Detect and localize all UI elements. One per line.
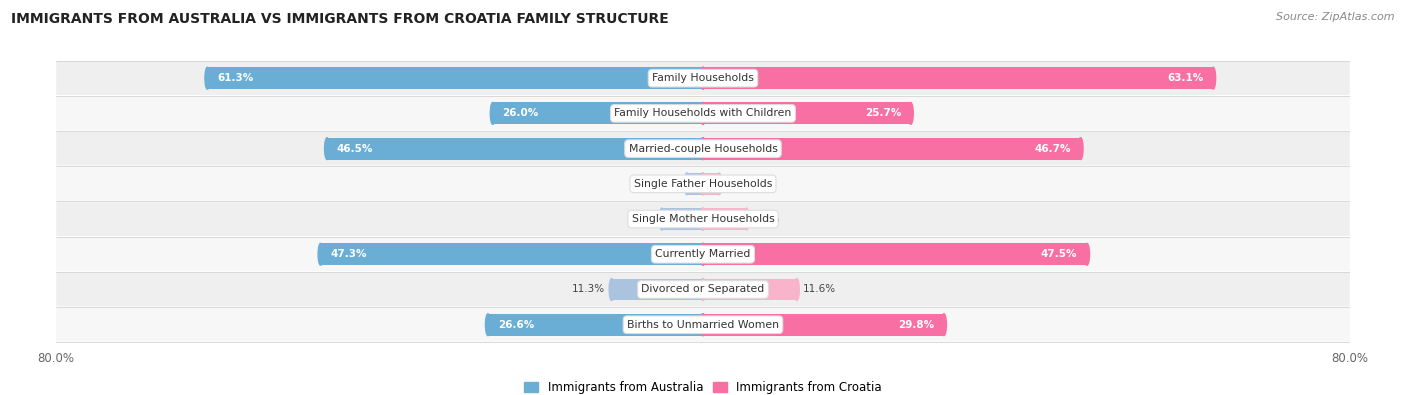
Text: Currently Married: Currently Married: [655, 249, 751, 259]
Circle shape: [942, 314, 946, 336]
Circle shape: [1078, 138, 1083, 160]
Text: Births to Unmarried Women: Births to Unmarried Women: [627, 320, 779, 330]
Circle shape: [700, 278, 706, 301]
Circle shape: [700, 314, 706, 336]
FancyBboxPatch shape: [56, 237, 1350, 271]
Bar: [321, 243, 703, 265]
Circle shape: [717, 173, 721, 195]
Bar: [703, 314, 943, 336]
Text: 26.0%: 26.0%: [502, 108, 538, 118]
Circle shape: [700, 67, 706, 89]
Bar: [703, 102, 911, 124]
Bar: [703, 208, 747, 230]
Bar: [688, 173, 703, 195]
Text: 63.1%: 63.1%: [1167, 73, 1204, 83]
Text: 25.7%: 25.7%: [865, 108, 901, 118]
FancyBboxPatch shape: [56, 132, 1350, 166]
Bar: [488, 314, 703, 336]
Bar: [703, 138, 1081, 160]
Circle shape: [700, 314, 706, 336]
Text: Divorced or Separated: Divorced or Separated: [641, 284, 765, 295]
Circle shape: [700, 67, 706, 89]
FancyBboxPatch shape: [56, 273, 1350, 307]
Text: Family Households: Family Households: [652, 73, 754, 83]
Text: 47.5%: 47.5%: [1040, 249, 1077, 259]
Circle shape: [491, 102, 495, 124]
FancyBboxPatch shape: [56, 61, 1350, 95]
Text: Source: ZipAtlas.com: Source: ZipAtlas.com: [1277, 12, 1395, 22]
Circle shape: [318, 243, 323, 265]
Text: 26.6%: 26.6%: [498, 320, 534, 330]
Circle shape: [700, 173, 706, 195]
Circle shape: [908, 102, 914, 124]
Bar: [703, 243, 1087, 265]
Text: 46.7%: 46.7%: [1035, 144, 1071, 154]
Text: 61.3%: 61.3%: [217, 73, 253, 83]
Circle shape: [325, 138, 329, 160]
Circle shape: [700, 102, 706, 124]
FancyBboxPatch shape: [56, 167, 1350, 201]
Text: Married-couple Households: Married-couple Households: [628, 144, 778, 154]
Bar: [612, 278, 703, 301]
Text: IMMIGRANTS FROM AUSTRALIA VS IMMIGRANTS FROM CROATIA FAMILY STRUCTURE: IMMIGRANTS FROM AUSTRALIA VS IMMIGRANTS …: [11, 12, 669, 26]
Circle shape: [794, 278, 799, 301]
Circle shape: [744, 208, 749, 230]
Circle shape: [485, 314, 491, 336]
Text: 47.3%: 47.3%: [330, 249, 367, 259]
Text: 11.6%: 11.6%: [803, 284, 837, 295]
Circle shape: [700, 243, 706, 265]
Bar: [703, 278, 797, 301]
Bar: [494, 102, 703, 124]
FancyBboxPatch shape: [56, 308, 1350, 342]
Circle shape: [700, 208, 706, 230]
Text: 2.0%: 2.0%: [725, 179, 752, 189]
Bar: [208, 67, 703, 89]
Text: Family Households with Children: Family Households with Children: [614, 108, 792, 118]
Circle shape: [700, 243, 706, 265]
Circle shape: [1084, 243, 1090, 265]
Circle shape: [659, 208, 664, 230]
Bar: [703, 173, 720, 195]
Text: 29.8%: 29.8%: [898, 320, 934, 330]
Circle shape: [700, 138, 706, 160]
Circle shape: [700, 102, 706, 124]
Circle shape: [700, 208, 706, 230]
Circle shape: [700, 173, 706, 195]
Circle shape: [700, 138, 706, 160]
Text: 2.0%: 2.0%: [654, 179, 681, 189]
Text: 46.5%: 46.5%: [337, 144, 373, 154]
Text: 11.3%: 11.3%: [572, 284, 605, 295]
Text: Single Mother Households: Single Mother Households: [631, 214, 775, 224]
Circle shape: [685, 173, 689, 195]
Text: Single Father Households: Single Father Households: [634, 179, 772, 189]
FancyBboxPatch shape: [56, 202, 1350, 236]
Bar: [662, 208, 703, 230]
Bar: [328, 138, 703, 160]
Circle shape: [205, 67, 209, 89]
Legend: Immigrants from Australia, Immigrants from Croatia: Immigrants from Australia, Immigrants fr…: [524, 381, 882, 394]
FancyBboxPatch shape: [56, 96, 1350, 130]
Circle shape: [609, 278, 614, 301]
Bar: [703, 67, 1213, 89]
Text: 5.1%: 5.1%: [628, 214, 655, 224]
Text: 5.4%: 5.4%: [754, 214, 779, 224]
Circle shape: [700, 278, 706, 301]
Circle shape: [1211, 67, 1216, 89]
